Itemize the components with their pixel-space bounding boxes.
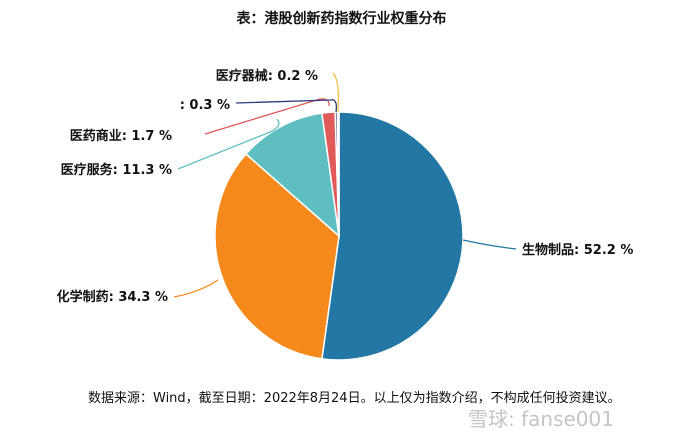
leader-line-5 <box>332 72 340 113</box>
watermark: 雪球: fanse001 <box>468 407 614 431</box>
leader-line-0 <box>462 239 517 250</box>
pie-slice-0 <box>321 111 464 361</box>
leader-line-2 <box>177 118 280 170</box>
slice-label-2: 医疗服务: 11.3 % <box>61 162 172 178</box>
slice-label-3: 医药商业: 1.7 % <box>70 128 172 144</box>
slice-label-4: : 0.3 % <box>180 98 230 113</box>
leader-line-4 <box>235 99 338 113</box>
leader-line-1 <box>173 279 219 298</box>
pie-slice-2 <box>244 112 341 238</box>
pie-slice-1 <box>214 152 340 360</box>
chart-title: 表：港股创新药指数行业权重分布 <box>236 11 447 27</box>
slice-label-0: 生物制品: 52.2 % <box>522 242 633 258</box>
slice-label-1: 化学制药: 34.3 % <box>57 289 168 305</box>
source-note: 数据来源：Wind，截至日期：2022年8月24日。以上仅为指数介绍，不构成任何… <box>88 391 621 406</box>
slice-label-5: 医疗器械: 0.2 % <box>216 68 318 84</box>
